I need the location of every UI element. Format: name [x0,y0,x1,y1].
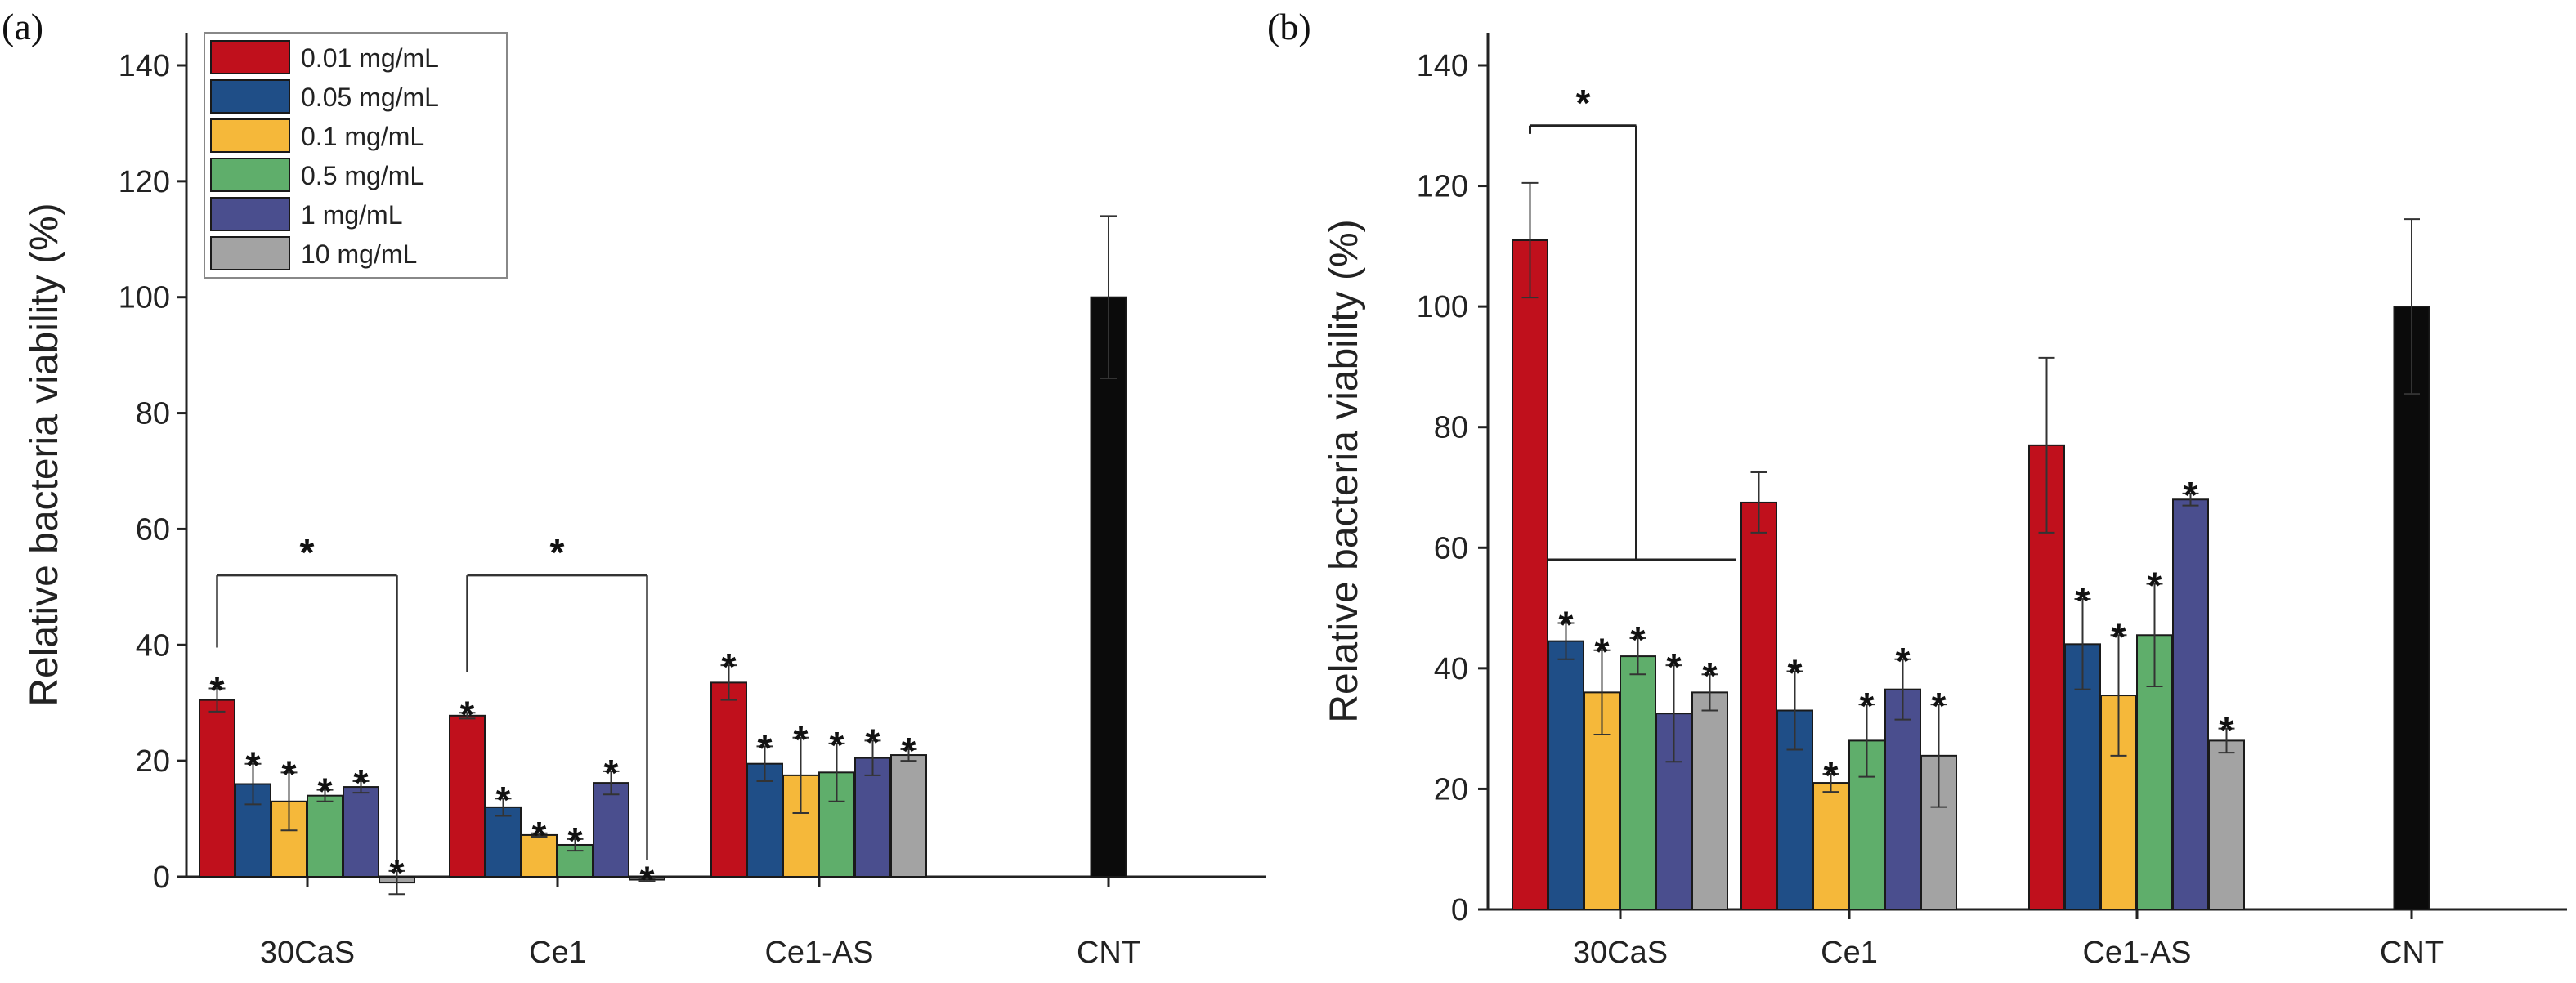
significance-marker: * [866,721,880,763]
legend-swatch [210,197,290,231]
bar [2208,739,2245,911]
bar [1740,501,1777,910]
y-tick-label: 40 [1434,652,1468,686]
bar [1812,782,1849,910]
category-label: CNT [1077,936,1140,970]
significance-marker: * [1932,685,1947,727]
bar [2172,498,2209,910]
legend-label: 10 mg/mL [301,239,417,269]
category-label: Ce1 [1821,936,1878,970]
y-tick-label: 20 [136,744,170,779]
legend-label: 0.5 mg/mL [301,161,424,190]
y-tick-label: 0 [153,860,170,895]
bar [485,806,522,878]
bar [307,794,343,878]
category-label: Ce1 [529,936,586,970]
category-label: Ce1-AS [2082,936,2191,970]
bar [199,699,235,878]
significance-marker: * [532,814,547,856]
y-axis-title: Relative bacteria viability (%) [23,203,66,706]
significance-marker: * [1788,652,1803,695]
category-label: 30CaS [1573,936,1668,970]
bar [1620,655,1656,910]
significance-marker: * [2220,709,2234,752]
significance-marker: * [2184,474,2198,516]
significance-marker: * [1559,604,1574,646]
y-axis-title: Relative bacteria viability (%) [1323,219,1366,722]
significance-marker: * [1595,631,1610,673]
significance-marker: * [282,753,297,795]
significance-marker: * [1896,640,1911,682]
legend-swatch [210,236,290,270]
bracket-label: * [550,531,565,574]
significance-marker: * [722,646,737,688]
significance-marker: * [390,851,405,894]
legend-label: 0.05 mg/mL [301,83,439,112]
significance-marker: * [1860,685,1875,727]
legend-swatch [210,118,290,153]
bracket-label: * [300,531,315,574]
significance-marker: * [2076,579,2090,622]
bar [1691,691,1728,910]
panel-label: (b) [1267,6,1311,47]
legend-swatch [210,79,290,114]
significance-marker: * [354,762,369,804]
significance-marker: * [1824,754,1839,797]
bar [343,786,379,878]
significance-marker: * [1631,619,1646,661]
significance-marker: * [2148,565,2162,607]
category-label: CNT [2380,936,2444,970]
legend-label: 1 mg/mL [301,200,402,230]
bar [1548,640,1584,910]
y-tick-label: 80 [136,397,170,431]
bar [593,782,629,878]
significance-marker: * [794,718,809,761]
significance-marker: * [640,858,655,900]
legend-swatch [210,158,290,192]
y-tick-label: 100 [1417,290,1468,324]
significance-marker: * [902,730,916,772]
significance-marker: * [758,726,773,769]
y-tick-label: 0 [1451,893,1468,927]
y-tick-label: 60 [136,512,170,547]
bar [1512,239,1548,910]
legend-swatch [210,40,290,74]
y-tick-label: 40 [136,628,170,663]
significance-marker: * [1667,646,1682,688]
bar [449,714,486,878]
y-tick-label: 100 [119,281,170,315]
significance-marker: * [318,771,333,813]
category-label: Ce1-AS [764,936,873,970]
y-tick-label: 120 [119,165,170,199]
bar [890,754,927,878]
panel-label: (a) [2,6,43,47]
category-label: 30CaS [260,936,355,970]
legend-label: 0.01 mg/mL [301,43,439,73]
significance-marker: * [830,724,844,766]
significance-marker: * [568,820,583,862]
legend-label: 0.1 mg/mL [301,122,424,151]
y-tick-label: 120 [1417,170,1468,204]
significance-marker: * [246,744,261,787]
significance-marker: * [2112,615,2126,658]
y-tick-label: 140 [1417,49,1468,83]
significance-marker: * [604,752,619,794]
significance-marker: * [210,668,225,711]
significance-marker: * [496,779,511,821]
bar [1090,296,1127,878]
bracket-label: * [1576,82,1591,124]
bar [710,681,747,878]
bar [2393,306,2430,910]
y-tick-label: 60 [1434,531,1468,565]
y-tick-label: 20 [1434,772,1468,807]
significance-marker: * [1703,655,1718,697]
bar [1884,688,1921,910]
bar [746,762,783,878]
significance-marker: * [460,693,475,735]
y-tick-label: 140 [119,49,170,83]
y-tick-label: 80 [1434,411,1468,445]
